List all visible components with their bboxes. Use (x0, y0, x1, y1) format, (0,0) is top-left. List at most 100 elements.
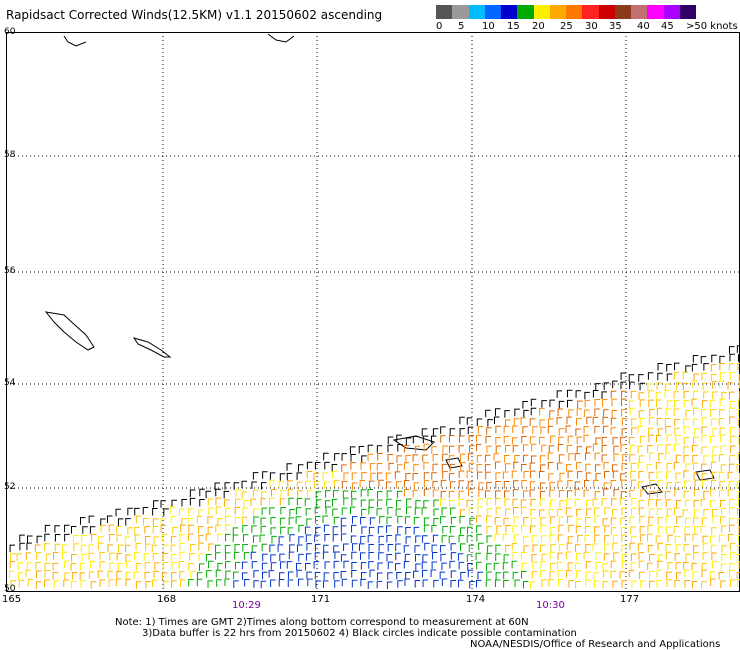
wind-barb (79, 562, 86, 571)
wind-barb (432, 551, 438, 560)
wind-barb (215, 544, 221, 553)
wind-barb (630, 507, 637, 516)
wind-barb (502, 562, 509, 570)
wind-barb (19, 542, 25, 551)
wind-barb (324, 500, 331, 508)
wind-barb (306, 518, 312, 526)
legend-swatch-12 (631, 5, 648, 19)
wind-barb (476, 525, 482, 533)
wind-barb (153, 500, 159, 508)
wind-barb (531, 571, 538, 579)
wind-barb (566, 464, 572, 472)
wind-barb (270, 488, 277, 497)
wind-barb (135, 515, 142, 524)
legend-swatch-5 (517, 5, 534, 19)
wind-barb (403, 545, 410, 553)
wind-barb (214, 482, 221, 490)
wind-barb (712, 560, 718, 569)
lon-tick-171: 171 (311, 594, 331, 605)
wind-barb (332, 526, 339, 534)
wind-barb (450, 507, 456, 516)
wind-barb (10, 553, 16, 561)
wind-barb (368, 506, 374, 515)
wind-barb (413, 570, 419, 579)
wind-barb (478, 542, 484, 551)
wind-barb (73, 543, 79, 551)
wind-barb (728, 524, 735, 533)
wind-barb (405, 473, 411, 481)
wind-barb (251, 545, 258, 553)
wind-barb (215, 569, 222, 578)
wind-barb (628, 570, 635, 578)
wind-barb (520, 499, 527, 508)
wind-barb (279, 572, 285, 580)
wind-barb (675, 472, 682, 481)
wind-barb (350, 462, 356, 470)
wind-barb (565, 551, 572, 560)
wind-barb (513, 461, 519, 470)
wind-barb (629, 400, 635, 408)
wind-barb (539, 419, 545, 427)
wind-barb (730, 552, 736, 560)
wind-barb (718, 572, 725, 580)
wind-barb (271, 535, 277, 544)
wind-barb (368, 499, 375, 508)
wind-barb (712, 446, 718, 454)
wind-barb (217, 518, 223, 526)
wind-barb (179, 543, 185, 551)
wind-barb (666, 463, 672, 471)
wind-barb (523, 470, 529, 479)
wind-barb (523, 580, 529, 589)
wind-barb (314, 461, 321, 470)
wind-barb (710, 578, 716, 587)
wind-barb (701, 400, 708, 408)
wind-barb (711, 471, 718, 480)
wind-barb (647, 383, 653, 391)
wind-barb (378, 479, 384, 488)
wind-barb (16, 553, 23, 561)
wind-barb (440, 435, 446, 443)
wind-barb (152, 508, 158, 516)
wind-barb (574, 481, 581, 489)
wind-barb (522, 454, 529, 463)
wind-barb (351, 551, 357, 560)
wind-barb (728, 463, 735, 472)
wind-barb (639, 417, 646, 426)
wind-barb (550, 562, 556, 571)
wind-barb (314, 534, 320, 543)
wind-barb (494, 408, 501, 416)
wind-barb (495, 490, 501, 498)
wind-barb (540, 517, 546, 525)
lat-tick-50: 50 (4, 584, 16, 594)
wind-barb (567, 435, 574, 444)
wind-barb (485, 436, 491, 444)
wind-barb (727, 471, 734, 480)
wind-barb (523, 536, 529, 544)
wind-barb (64, 533, 70, 542)
wind-barb (557, 444, 564, 452)
wind-barb (361, 526, 367, 534)
wind-barb (343, 472, 349, 480)
wind-barb (583, 489, 590, 498)
wind-barb (405, 437, 412, 445)
wind-barb (512, 498, 518, 507)
wind-barb (207, 526, 214, 535)
wind-barb (728, 363, 735, 371)
wind-barb (314, 506, 321, 515)
wind-barb (701, 569, 708, 578)
wind-barb (639, 515, 645, 524)
wind-barb (511, 470, 518, 479)
wind-barb (79, 572, 86, 580)
wind-barb (145, 543, 151, 552)
wind-barb (577, 534, 583, 543)
wind-barb (369, 463, 376, 471)
wind-barb (279, 473, 286, 481)
wind-barb (198, 509, 205, 517)
wind-barb (718, 489, 725, 498)
wind-barb (700, 525, 707, 534)
wind-barb (648, 434, 655, 443)
wind-barb (360, 578, 366, 587)
wind-barb (81, 535, 87, 543)
wind-barb (595, 383, 601, 391)
wind-barb (495, 497, 501, 506)
